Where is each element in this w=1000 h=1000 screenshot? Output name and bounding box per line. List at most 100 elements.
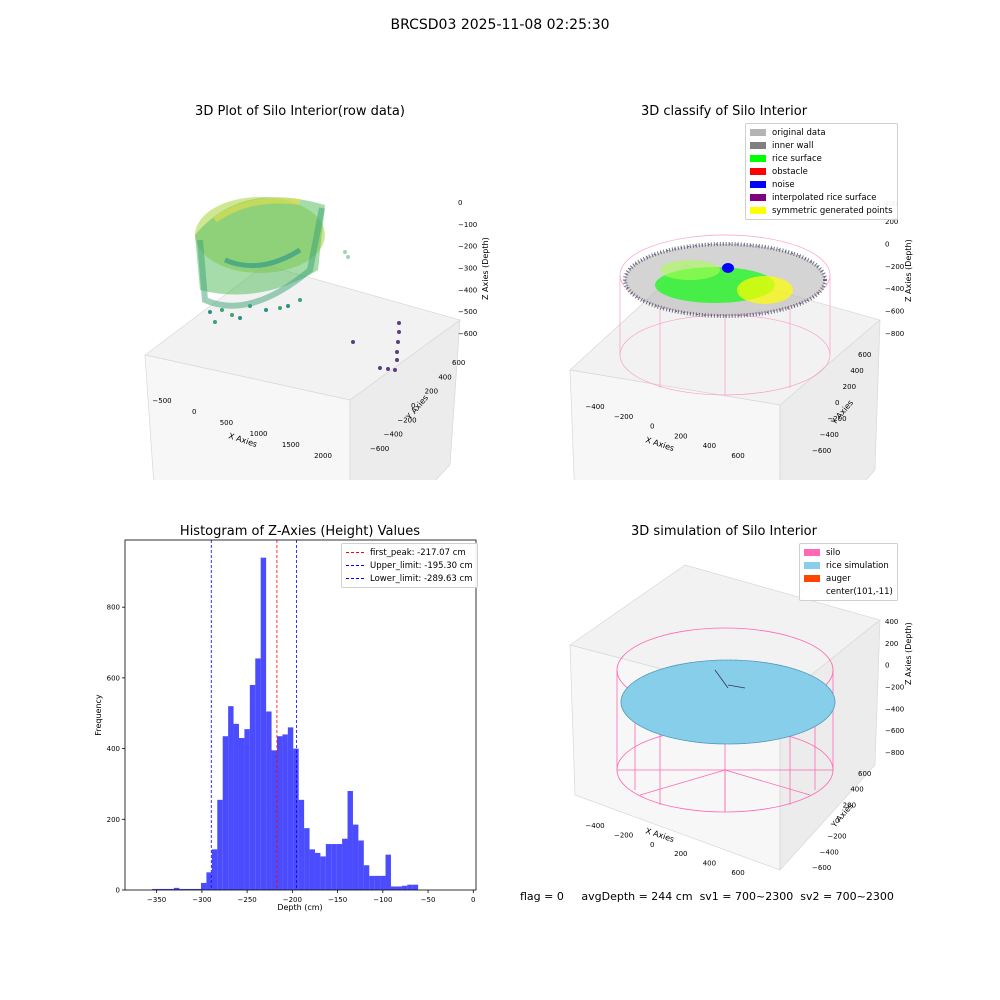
raw-ytick-label: 600 <box>452 359 465 367</box>
histogram-bar <box>173 887 180 890</box>
histogram-bar <box>352 824 359 890</box>
legend-swatch <box>750 168 766 175</box>
simulation-ytick-label: 600 <box>858 770 871 778</box>
raw-point <box>343 250 347 254</box>
simulation-ztick-label: 400 <box>885 618 898 626</box>
legend-entry: auger <box>804 572 893 585</box>
raw-zlabel: Z Axies (Depth) <box>481 237 490 300</box>
raw-ytick-label: 0 <box>411 402 415 410</box>
classify-xtick-label: 0 <box>650 423 654 431</box>
raw-point <box>395 350 399 354</box>
histogram-bar <box>331 844 337 890</box>
histogram-bar <box>287 727 294 890</box>
histogram-bar <box>233 723 239 890</box>
histogram-bar <box>304 828 310 890</box>
simulation-ytick-label: 200 <box>843 801 856 809</box>
histogram-bar <box>396 886 402 890</box>
legend-swatch <box>804 575 820 582</box>
raw-point <box>378 366 382 370</box>
histogram-frame <box>124 539 477 891</box>
raw-plot-title: 3D Plot of Silo Interior(row data) <box>195 104 405 119</box>
simulation-zlabel: Z Axies (Depth) <box>904 622 913 685</box>
histogram-xtick-label: −350 <box>147 896 166 904</box>
legend-label: Lower_limit: -289.63 cm <box>370 573 473 584</box>
histogram-ylabel: Frequency <box>94 694 103 736</box>
raw-ztick-label: −500 <box>458 308 477 316</box>
histogram-bar <box>168 888 174 890</box>
histogram-bar <box>195 888 201 890</box>
simulation-legend: silo rice simulation auger center(101,-11) <box>799 543 898 601</box>
raw-point <box>397 330 401 334</box>
legend-swatch <box>804 549 820 556</box>
histogram-bar <box>211 849 218 890</box>
legend-entry: silo <box>804 546 893 559</box>
legend-label: Upper_limit: -195.30 cm <box>370 560 473 571</box>
raw-ztick-label: −300 <box>458 265 477 273</box>
histogram-bar <box>266 711 272 890</box>
histogram-bar <box>228 706 234 890</box>
raw-ytick-label: −600 <box>370 445 389 453</box>
simulation-ztick-label: 0 <box>885 662 889 670</box>
simulation-xtick-label: 0 <box>650 841 654 849</box>
histogram-xtick-label: −200 <box>283 896 302 904</box>
histogram-bar <box>260 557 267 890</box>
legend-label: noise <box>772 179 795 190</box>
histogram-bar <box>255 658 261 890</box>
histogram-bar <box>249 684 256 890</box>
legend-swatch <box>750 181 766 188</box>
classify-ytick-label: 200 <box>843 383 856 391</box>
legend-swatch <box>750 155 766 162</box>
histogram-bar <box>298 799 305 890</box>
histogram-bar <box>184 888 191 890</box>
legend-entry: rice simulation <box>804 559 893 572</box>
histogram-bar <box>407 884 413 890</box>
raw-ytick-label: 400 <box>438 373 451 381</box>
histogram-bar <box>412 884 419 890</box>
histogram-bar <box>271 750 277 890</box>
legend-swatch <box>750 142 766 149</box>
legend-entry: original data <box>750 126 893 139</box>
raw-ztick-label: −200 <box>458 243 477 251</box>
classify-ztick-label: −400 <box>885 285 904 293</box>
histogram-bar <box>385 854 391 890</box>
histogram-bar <box>293 748 299 890</box>
classify-xtick-label: 200 <box>674 432 687 440</box>
classify-xtick-label: −200 <box>614 413 633 421</box>
simulation-auger <box>714 669 746 689</box>
raw-ztick-label: −600 <box>458 330 477 338</box>
classify-ztick-label: −600 <box>885 308 904 316</box>
histogram-bar <box>206 872 212 890</box>
histogram-threshold-lines <box>210 540 298 890</box>
classify-zlabel: Z Axies (Depth) <box>904 239 913 302</box>
raw-ztick-label: 0 <box>458 199 462 207</box>
legend-label: symmetric generated points <box>772 205 893 216</box>
simulation-ytick-label: −400 <box>820 848 839 856</box>
raw-point <box>278 306 282 310</box>
histogram-bar <box>401 885 408 890</box>
legend-label: original data <box>772 127 826 138</box>
raw-point <box>298 298 302 302</box>
histogram-bar <box>380 875 386 890</box>
status-footer: flag = 0 avgDepth = 244 cm sv1 = 700~230… <box>520 890 894 903</box>
simulation-zticks: 400 200 0 −200 −400 −600 −800 <box>885 618 904 757</box>
raw-xtick-label: −500 <box>152 397 171 405</box>
histogram-bar <box>314 852 321 890</box>
legend-entry: symmetric generated points <box>750 204 893 217</box>
classify-xtick-label: 600 <box>731 452 744 460</box>
histogram-xtick-label: −250 <box>238 896 257 904</box>
legend-swatch <box>804 562 820 569</box>
classify-legend: original data inner wall rice surface obsta… <box>745 123 898 220</box>
classify-point-cloud <box>623 242 827 318</box>
histogram-bar <box>325 844 332 890</box>
histogram-bar <box>157 888 163 890</box>
legend-swatch <box>346 565 364 566</box>
flag-text: flag = 0 <box>520 890 564 903</box>
classify-ztick-label: −800 <box>885 330 904 338</box>
raw-point <box>396 340 400 344</box>
raw-point <box>248 304 252 308</box>
classify-ytick-label: 0 <box>835 399 839 407</box>
histogram-xtick-label: −300 <box>192 896 211 904</box>
legend-swatch <box>346 552 364 553</box>
histogram-bar <box>222 736 229 890</box>
